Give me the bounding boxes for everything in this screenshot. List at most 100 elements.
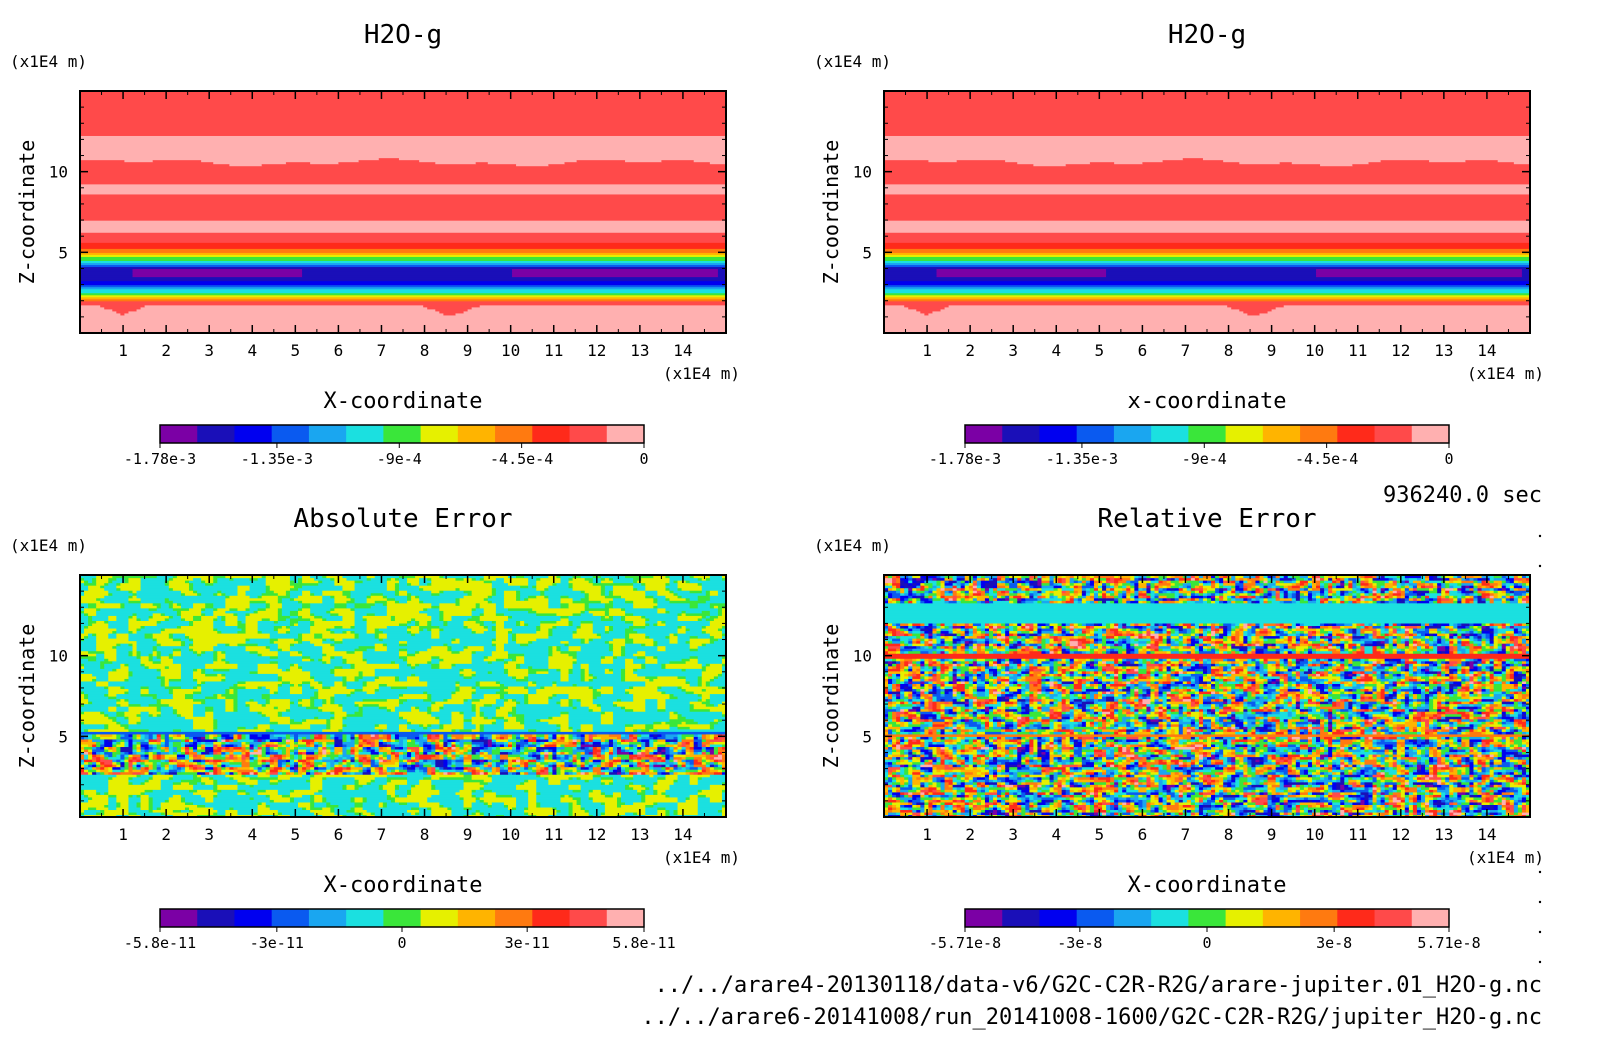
heatmap-cell	[884, 286, 1531, 290]
heatmap-cell	[366, 759, 372, 763]
heatmap-cell	[281, 675, 311, 679]
heatmap-cell	[625, 746, 630, 750]
heatmap-cell	[293, 701, 299, 705]
heatmap-cell	[431, 645, 449, 649]
heatmap-cell	[705, 748, 711, 753]
heatmap-cell	[314, 701, 323, 705]
heatmap-cell	[189, 648, 194, 652]
heatmap-cell	[584, 670, 590, 674]
heatmap-cell	[269, 804, 299, 808]
heatmap-cell	[685, 716, 727, 720]
heatmap-cell	[516, 786, 537, 790]
heatmap-cell	[104, 711, 117, 715]
heatmap-cell	[479, 759, 485, 763]
heatmap-cell	[152, 696, 158, 700]
heatmap-cell	[378, 738, 384, 742]
heatmap-cell	[140, 711, 150, 715]
heatmap-cell	[600, 736, 618, 740]
heatmap-cell	[386, 801, 400, 805]
heatmap-cell	[540, 804, 570, 808]
heatmap-cell	[572, 736, 578, 740]
heatmap-cell	[884, 117, 1531, 120]
heatmap-cell	[495, 743, 501, 748]
heatmap-cell	[180, 685, 194, 690]
heatmap-cell	[407, 781, 420, 785]
heatmap-cell	[193, 791, 218, 795]
heatmap-cell	[378, 746, 384, 750]
heatmap-cell	[281, 713, 335, 717]
heatmap-cell	[213, 781, 218, 785]
heatmap-cell	[435, 761, 444, 765]
heatmap-cell	[427, 766, 432, 770]
heatmap-cell	[310, 769, 315, 773]
heatmap-cell	[556, 809, 562, 813]
heatmap-cell	[120, 801, 130, 805]
heatmap-cell	[621, 738, 626, 742]
heatmap-cell	[701, 680, 707, 684]
heatmap-cell	[621, 675, 626, 679]
heatmap-cell	[657, 708, 667, 712]
heatmap-cell	[221, 761, 230, 765]
heatmap-cell	[463, 736, 473, 740]
heatmap-cell	[120, 703, 130, 707]
heatmap-cell	[479, 680, 497, 684]
heatmap-cell	[443, 751, 449, 755]
heatmap-cell	[189, 759, 194, 763]
heatmap-cell	[80, 278, 727, 282]
heatmap-cell	[431, 811, 453, 816]
heatmap-cell	[148, 653, 154, 657]
heatmap-cell	[713, 759, 719, 763]
heatmap-cell	[354, 779, 360, 783]
heatmap-cell	[249, 796, 255, 800]
heatmap-cell	[298, 759, 307, 763]
heatmap-cell	[221, 769, 235, 773]
heatmap-cell	[148, 756, 154, 760]
heatmap-cell	[697, 751, 703, 755]
heatmap-cell	[884, 115, 1531, 118]
heatmap-cell	[184, 733, 206, 737]
heatmap-cell	[483, 728, 529, 732]
heatmap-cell	[80, 252, 727, 255]
heatmap-cell	[685, 688, 703, 692]
heatmap-cell	[128, 766, 134, 770]
heatmap-cell	[298, 771, 303, 775]
heatmap-cell	[164, 756, 170, 760]
heatmap-cell	[560, 645, 570, 649]
heatmap-cell	[588, 751, 594, 755]
heatmap-cell	[302, 774, 311, 778]
heatmap-cell	[423, 743, 432, 748]
heatmap-cell	[592, 756, 598, 760]
heatmap-cell	[592, 796, 618, 800]
heatmap-cell	[390, 779, 408, 783]
heatmap-cell	[499, 759, 505, 763]
heatmap-cell	[548, 650, 553, 654]
heatmap-cell	[96, 743, 101, 748]
x-tick-label: 2	[161, 341, 171, 360]
heatmap-cell	[386, 726, 400, 730]
chart-panel-3: Absolute Error(x1E4 m)1 2 3 4 5 6 7 8 9 10 11 12 13 1…	[10, 504, 740, 952]
heatmap-cell	[600, 706, 622, 710]
heatmap-cell	[435, 746, 444, 750]
heatmap-cell	[160, 761, 170, 765]
heatmap-cell	[435, 751, 440, 755]
heatmap-cell	[544, 736, 549, 740]
heatmap-cell	[112, 660, 142, 664]
heatmap-cell	[576, 650, 614, 654]
heatmap-cell	[681, 761, 687, 765]
heatmap-cell	[124, 759, 130, 763]
heatmap-cell	[548, 738, 553, 742]
heatmap-cell	[80, 322, 727, 326]
heatmap-cell	[669, 786, 711, 790]
heatmap-cell	[572, 741, 578, 745]
heatmap-cell	[144, 748, 150, 753]
heatmap-cell	[398, 696, 428, 700]
heatmap-cell	[884, 276, 1531, 280]
heatmap-cell	[616, 796, 622, 800]
heatmap-cell	[487, 743, 493, 748]
heatmap-cell	[625, 748, 630, 753]
heatmap-cell	[342, 683, 348, 687]
heatmap-cell	[884, 193, 1531, 197]
heatmap-cell	[721, 759, 727, 763]
heatmap-cell	[205, 698, 226, 702]
heatmap-cell	[213, 784, 218, 788]
